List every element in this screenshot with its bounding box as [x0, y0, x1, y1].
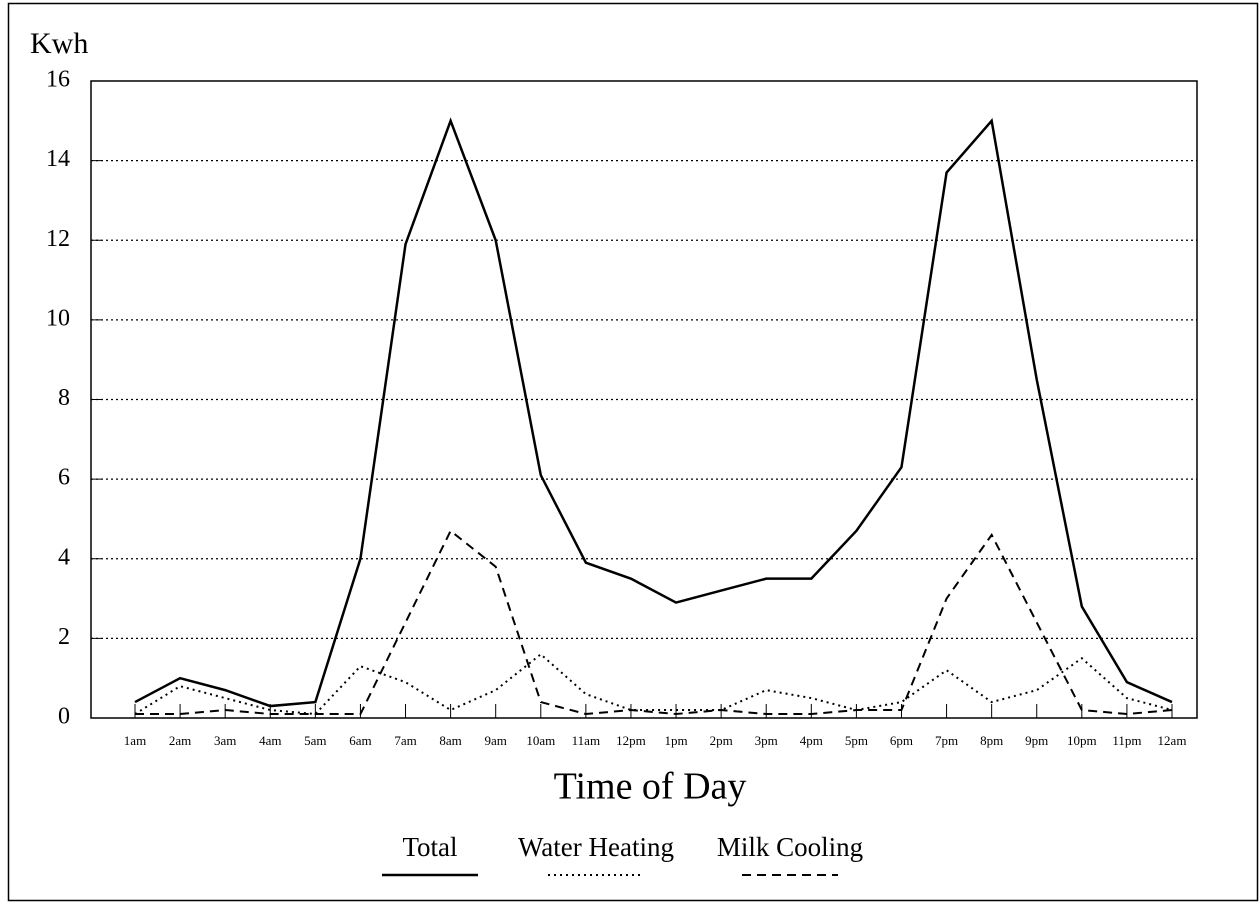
y-tick-label: 6 [58, 465, 70, 491]
x-tick-label: 1am [124, 733, 146, 748]
x-tick-label: 5pm [845, 733, 868, 748]
x-tick-label: 10am [526, 733, 555, 748]
y-axis-label: Kwh [30, 27, 88, 60]
x-tick-label: 12am [1158, 733, 1187, 748]
x-tick-label: 9pm [1025, 733, 1048, 748]
series-line [134, 652, 1173, 716]
x-tick-label: 6pm [890, 733, 913, 748]
x-tick-label: 3pm [755, 733, 778, 748]
y-tick-label: 12 [46, 226, 70, 252]
x-tick-label: 7am [394, 733, 416, 748]
x-tick-label: 5am [304, 733, 326, 748]
series-line [135, 529, 1173, 716]
y-tick-label: 10 [46, 305, 70, 331]
x-tick-label: 4am [259, 733, 281, 748]
y-tick-label: 2 [58, 624, 70, 650]
x-tick-label: 2am [169, 733, 191, 748]
x-tick-label: 8pm [980, 733, 1003, 748]
x-tick-label: 6am [349, 733, 371, 748]
x-tick-label: 11am [572, 733, 600, 748]
x-tick-label: 4pm [800, 733, 823, 748]
x-tick-label: 7pm [935, 733, 958, 748]
x-tick-label: 10pm [1067, 733, 1097, 748]
x-tick-label: 3am [214, 733, 236, 748]
x-tick-label: 8am [439, 733, 461, 748]
x-tick-label: 9am [485, 733, 507, 748]
x-tick-label: 1pm [664, 733, 687, 748]
frame [7, 2, 1259, 902]
y-tick-label: 16 [46, 67, 70, 93]
y-tick-label: 4 [58, 544, 70, 570]
x-tick-label: 2pm [710, 733, 733, 748]
x-tick-label: 11pm [1112, 733, 1141, 748]
series-line [134, 117, 1173, 708]
y-tick-label: 0 [58, 704, 70, 730]
x-axis-label: Time of Day [554, 766, 747, 808]
legend-label: Milk Cooling [717, 832, 863, 862]
x-tick-label: 12pm [616, 733, 646, 748]
y-tick-label: 14 [46, 146, 70, 172]
legend-label: Total [402, 832, 457, 862]
y-tick-label: 8 [58, 385, 70, 411]
plot-area [90, 80, 1198, 719]
legend-label: Water Heating [518, 832, 674, 862]
